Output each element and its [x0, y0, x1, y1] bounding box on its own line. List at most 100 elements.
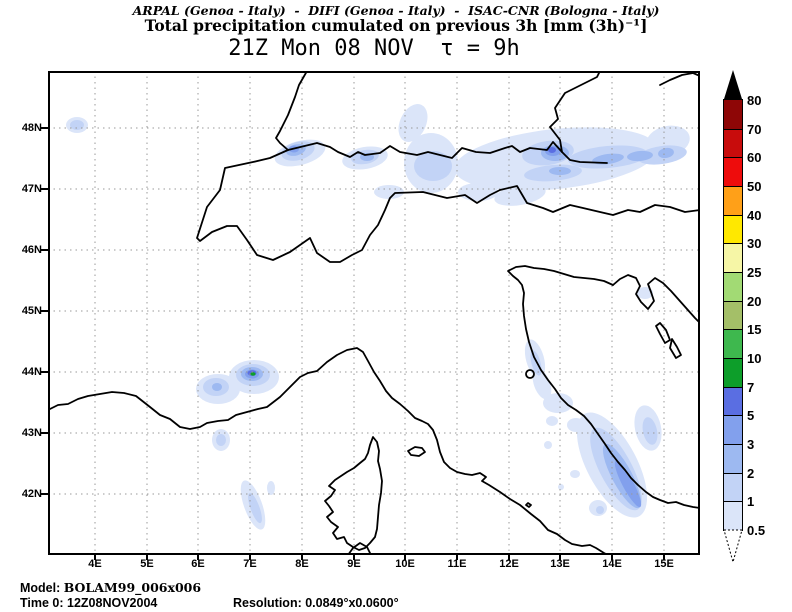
lon-tick: [404, 553, 406, 560]
lon-tick: [456, 553, 458, 560]
colorbar-level-label: 2: [747, 465, 755, 481]
coastline-path: [347, 542, 372, 555]
lon-tick: [559, 553, 561, 560]
colorbar-swatch: [724, 501, 742, 530]
map-canvas: [48, 71, 700, 555]
coastline-path: [287, 141, 608, 164]
colorbar-level-label: 15: [747, 322, 762, 338]
coastline-path: [612, 274, 700, 324]
resolution-label: Resolution:: [233, 596, 306, 610]
colorbar-over-arrow: [724, 70, 742, 99]
coastline-path: [659, 72, 700, 86]
coastline-path: [48, 347, 609, 555]
precip-cell: [546, 416, 558, 426]
precip-cell: [267, 481, 275, 495]
colorbar-level-label: 25: [747, 265, 762, 280]
colorbar-swatch: [724, 415, 742, 444]
colorbar-level-label: 40: [747, 207, 762, 223]
precip-cell: [212, 383, 222, 391]
colorbar-level-label: 60: [747, 150, 762, 166]
colorbar-swatch: [724, 386, 742, 416]
colorbar-level-label: 1: [747, 494, 755, 510]
colorbar-swatch: [724, 300, 742, 330]
coastlines-borders: [48, 71, 700, 555]
colorbar-level-label: 50: [747, 179, 762, 194]
precip-cell: [614, 460, 642, 508]
colorbar-level-label: 30: [747, 236, 762, 252]
lon-tick: [249, 553, 251, 560]
lat-tick: [41, 127, 48, 129]
precip-cell: [548, 147, 556, 153]
colorbar-level-label: 70: [747, 121, 762, 137]
lon-label: 4E: [88, 558, 102, 570]
coastline-path: [525, 502, 532, 508]
colorbar-swatch: [724, 214, 742, 244]
lon-label: 10E: [395, 558, 415, 570]
precip-cell: [494, 184, 546, 206]
lat-label: 42N: [21, 488, 42, 500]
lon-label: 5E: [140, 558, 154, 570]
colorbar-under-arrow: [723, 529, 743, 564]
lat-tick: [41, 493, 48, 495]
colorbar-swatch: [724, 100, 742, 129]
precip-cell: [248, 492, 262, 524]
colorbar-swatch: [724, 157, 742, 186]
lon-label: 11E: [447, 558, 467, 570]
precip-cell: [543, 393, 573, 413]
colorbar-swatch: [724, 472, 742, 502]
coastline-path: [525, 369, 535, 379]
lon-tick: [663, 553, 665, 560]
lon-tick: [611, 553, 613, 560]
lat-label: 46N: [21, 244, 42, 256]
precip-cell: [570, 470, 580, 478]
footer-time-line: Time 0: 12Z08NOV2004: [20, 596, 157, 610]
precip-cell: [637, 287, 653, 299]
map-border: [48, 71, 700, 555]
valid-time-title: 21Z Mon 08 NOV τ = 9h: [228, 36, 520, 61]
lat-tick: [41, 371, 48, 373]
footer-resolution-line: Resolution: 0.0849°x0.0600°: [233, 596, 399, 610]
colorbar-swatch: [724, 329, 742, 358]
lon-tick: [353, 553, 355, 560]
colorbar-level-label: 10: [747, 351, 762, 366]
lon-label: 12E: [499, 558, 519, 570]
colorbar: [723, 99, 743, 531]
coastline-path: [507, 265, 700, 509]
colorbar-swatch: [724, 128, 742, 158]
lat-tick: [41, 249, 48, 251]
time0-label: Time 0:: [20, 596, 68, 610]
lat-tick: [41, 310, 48, 312]
lon-label: 6E: [191, 558, 205, 570]
lon-tick: [146, 553, 148, 560]
lat-label: 48N: [21, 122, 42, 134]
lon-label: 14E: [602, 558, 622, 570]
precip-cell: [250, 372, 256, 376]
coastline-path: [549, 71, 601, 153]
precip-cell: [216, 434, 226, 446]
precip-cell: [558, 484, 564, 490]
coastline-path: [275, 71, 308, 151]
coastline-path: [196, 149, 700, 263]
precip-cell: [374, 185, 404, 199]
lon-tick: [94, 553, 96, 560]
lon-label: 9E: [347, 558, 361, 570]
colorbar-level-label: 5: [747, 408, 755, 424]
model-label: Model:: [20, 581, 64, 595]
lon-label: 13E: [550, 558, 570, 570]
coastline-path: [407, 446, 426, 457]
colorbar-swatch: [724, 271, 742, 301]
colorbar-swatch: [724, 357, 742, 387]
precip-cell: [592, 153, 624, 165]
lat-label: 45N: [21, 305, 42, 317]
colorbar-swatch: [724, 185, 742, 215]
time0-value: 12Z08NOV2004: [67, 596, 158, 610]
precip-cell: [398, 104, 428, 142]
precip-cell: [544, 441, 552, 449]
lat-label: 47N: [21, 183, 42, 195]
colorbar-level-label: 80: [747, 93, 762, 108]
resolution-value: 0.0849°x0.0600°: [305, 596, 399, 610]
lat-tick: [41, 432, 48, 434]
precipitation-field: [66, 104, 690, 530]
credits-line: ARPAL (Genoa - Italy) - DIFI (Genoa - It…: [132, 3, 660, 18]
